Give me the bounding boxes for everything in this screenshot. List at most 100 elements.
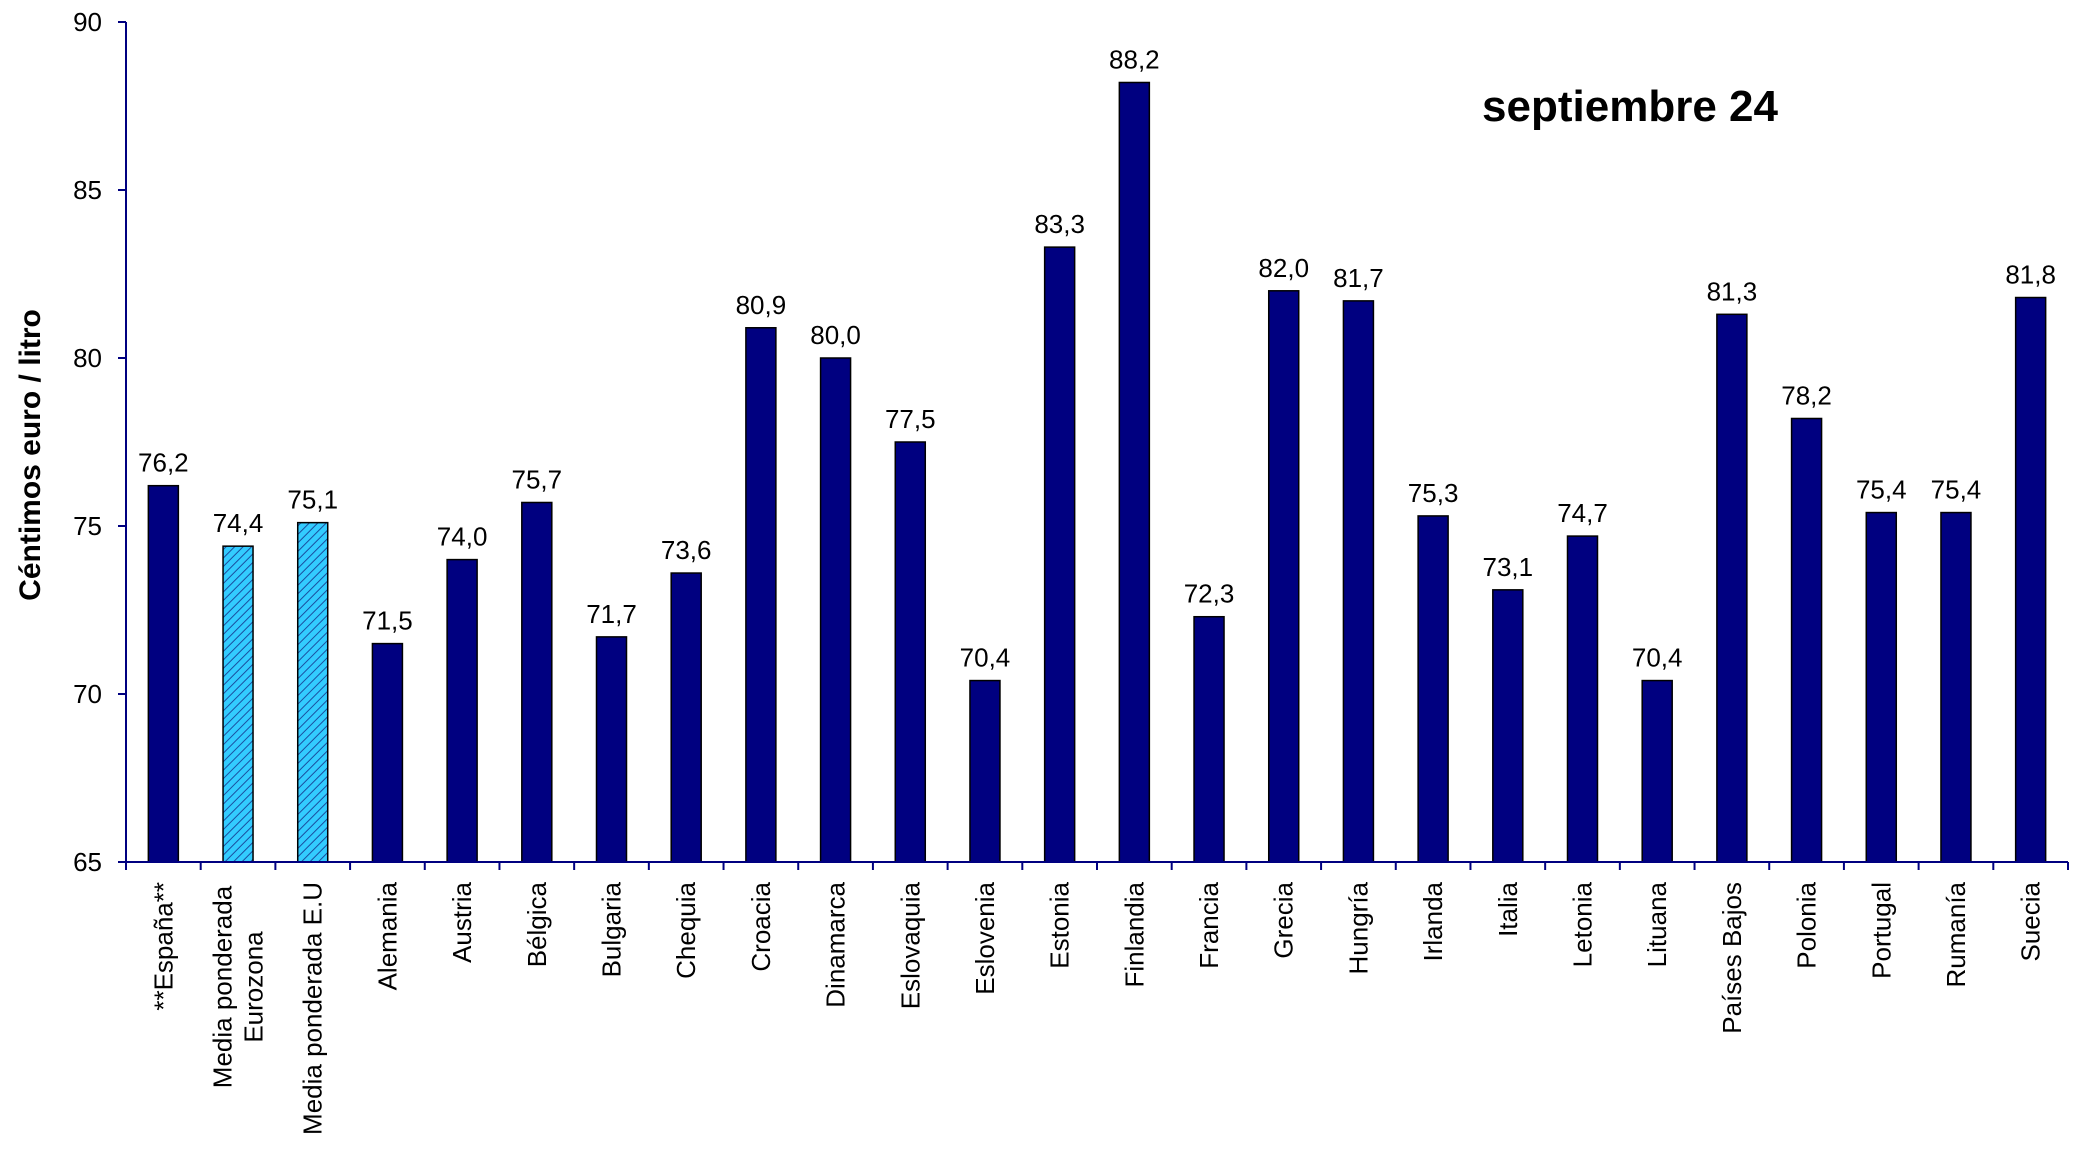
axes: 65 70 75 80 85 90 [73,7,2069,877]
x-tick-label-line: Países Bajos [1717,882,1747,1034]
x-tick-label-15: Grecia [1269,881,1299,958]
x-tick-label-line: Eslovaquia [895,881,925,1009]
data-label-18: 73,1 [1483,552,1534,582]
bar-3 [371,642,404,863]
data-label-12: 83,3 [1034,209,1085,239]
bar-1 [222,545,254,863]
data-label-20: 70,4 [1632,643,1683,673]
data-label-21: 81,3 [1707,276,1758,306]
x-tick-label-line: Hungría [1343,881,1373,974]
x-tick-label-line: Austria [447,881,477,962]
x-tick-label-23: Portugal [1866,882,1896,979]
x-tick-label-7: Chequia [671,881,701,978]
x-tick-label-1: Media ponderadaEurozona [208,885,269,1088]
x-tick-label-line: Irlanda [1418,881,1448,961]
x-tick-label-line: Bélgica [522,881,552,967]
x-tick-labels: **España** Media ponderadaEurozona Media p… [148,881,2045,1134]
x-tick-label-21: Países Bajos [1717,882,1747,1034]
bar-16 [1342,300,1375,863]
data-label-13: 88,2 [1109,44,1160,74]
x-tick-label-18: Italia [1493,881,1523,936]
data-label-17: 75,3 [1408,478,1459,508]
bar-0 [147,484,180,863]
y-tick-label-0: 65 [73,847,102,877]
data-label-4: 74,0 [437,522,488,552]
bar-23 [1865,511,1898,863]
x-tick-label-2: Media ponderada E.U [298,882,328,1135]
x-tick-label-22: Polonia [1792,881,1822,968]
y-tick-label-3: 80 [73,343,102,373]
x-tick-label-4: Austria [447,881,477,962]
bar-4 [446,558,478,863]
x-tick-label-line: Bulgaria [597,881,627,977]
y-tick-label-2: 75 [73,511,102,541]
x-tick-label-line: Estonia [1045,881,1075,968]
x-tick-label-25: Suecia [2016,881,2046,961]
bar-9 [819,357,852,863]
x-tick-label-9: Dinamarca [821,881,851,1007]
x-tick-label-0: **España** [148,882,178,1011]
bar-24 [1940,511,1972,863]
x-tick-label-line: Eslovenia [970,881,1000,994]
bar-17 [1417,515,1449,863]
y-tick-label-4: 85 [73,175,102,205]
bar-11 [969,679,1001,863]
bar-21 [1716,313,1748,863]
x-tick-label-17: Irlanda [1418,881,1448,961]
x-tick-label-line: Italia [1493,881,1523,936]
data-label-10: 77,5 [885,404,936,434]
bar-20 [1641,679,1673,863]
x-tick-label-line: Dinamarca [821,881,851,1007]
chart-title: septiembre 24 [1482,82,1778,131]
x-tick-label-3: Alemania [372,881,402,990]
bar-19 [1566,535,1599,863]
x-tick-label-line: Polonia [1792,881,1822,968]
data-label-16: 81,7 [1333,263,1384,293]
x-tick-label-11: Eslovenia [970,881,1000,994]
x-tick-label-6: Bulgaria [597,881,627,977]
data-label-7: 73,6 [661,535,712,565]
bar-15 [1267,290,1300,863]
x-tick-label-8: Croacia [746,881,776,971]
bar-12 [1043,246,1076,863]
x-tick-label-13: Finlandia [1119,881,1149,987]
x-tick-label-line: Lituana [1642,881,1672,967]
x-tick-label-line: Portugal [1866,882,1896,979]
data-label-25: 81,8 [2005,260,2056,290]
x-tick-label-19: Letonia [1568,881,1598,967]
bar-2 [296,521,329,863]
data-label-8: 80,9 [736,290,787,320]
bar-14 [1193,615,1225,863]
x-tick-label-line: **España** [148,882,178,1011]
bar-7 [670,572,702,863]
x-tick-label-20: Lituana [1642,881,1672,967]
bar-8 [745,327,777,863]
x-tick-label-line: Chequia [671,881,701,978]
x-tick-label-line: Rumanía [1941,881,1971,987]
bars [147,81,2047,863]
data-label-3: 71,5 [362,606,413,636]
data-label-15: 82,0 [1258,253,1309,283]
data-label-0: 76,2 [138,448,189,478]
y-tick-label-5: 90 [73,7,102,37]
data-label-6: 71,7 [586,599,637,629]
x-tick-label-5: Bélgica [522,881,552,967]
data-label-2: 75,1 [287,485,338,515]
bar-22 [1790,417,1823,863]
y-tick-label-1: 70 [73,679,102,709]
data-label-22: 78,2 [1781,380,1832,410]
y-axis-title: Céntimos euro / litro [14,309,47,601]
x-tick-label-24: Rumanía [1941,881,1971,987]
data-label-23: 75,4 [1856,475,1907,505]
x-tick-label-16: Hungría [1343,881,1373,974]
x-tick-label-10: Eslovaquia [895,881,925,1009]
data-label-14: 72,3 [1184,579,1235,609]
x-tick-label-line: Media ponderada [208,885,238,1088]
data-labels: 76,2 74,4 75,1 71,5 74,0 75,7 71,7 73,6 80,9 80,0… [138,44,2056,672]
data-label-5: 75,7 [512,464,563,494]
data-label-9: 80,0 [810,320,861,350]
x-tick-label-line: Finlandia [1119,881,1149,987]
data-label-24: 75,4 [1931,475,1982,505]
